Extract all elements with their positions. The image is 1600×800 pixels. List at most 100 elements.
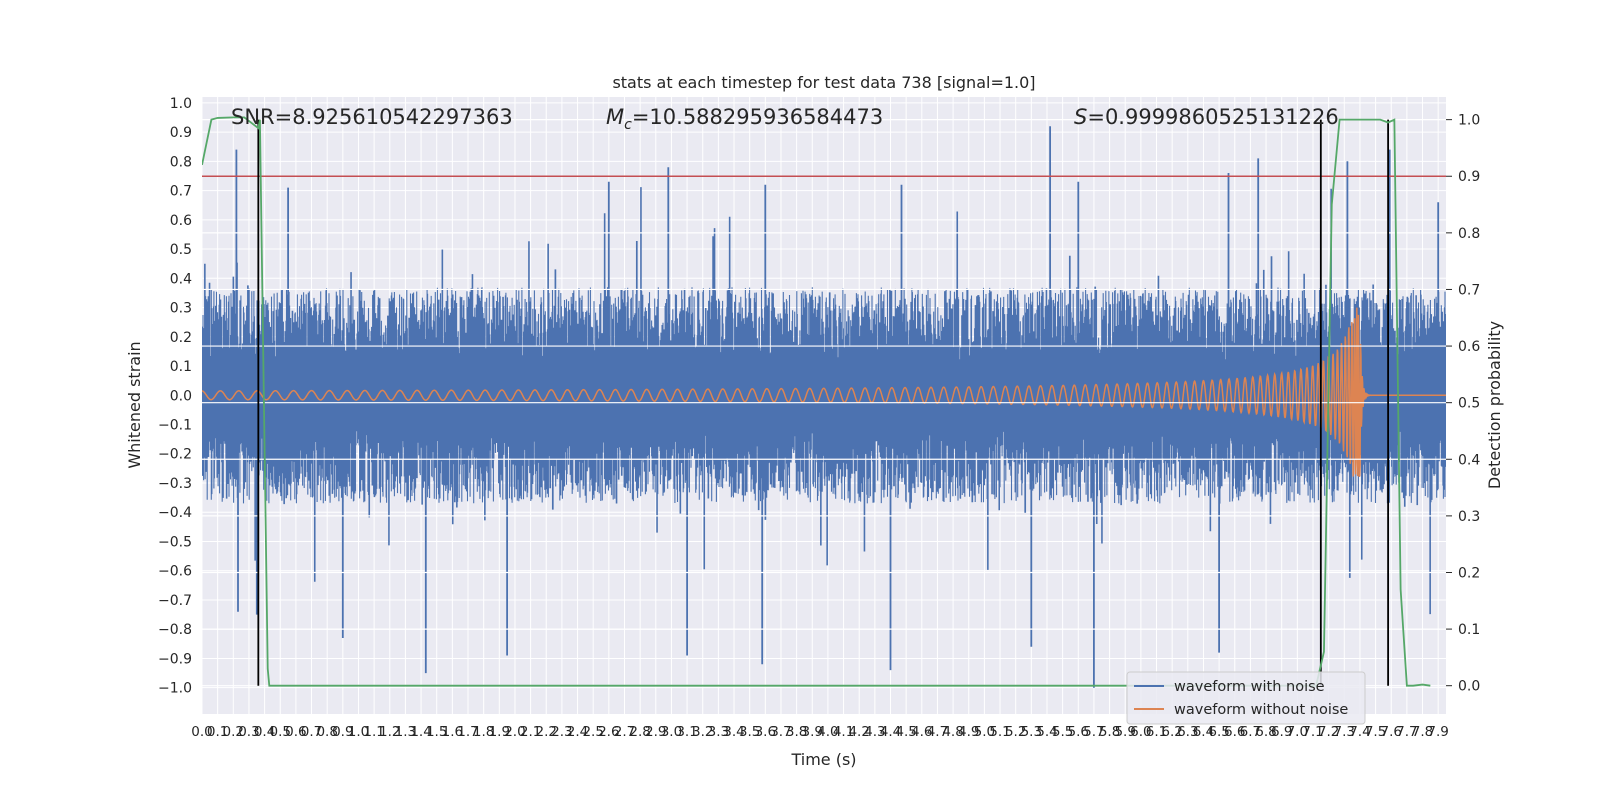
legend: waveform with noise waveform without noi… [1126, 671, 1366, 725]
y-tick-label: −0.2 [158, 447, 192, 463]
x-tick-label: 5.5 [1052, 724, 1073, 740]
vertical-marker-lines [257, 119, 1390, 686]
x-tick-label: 5.8 [1099, 724, 1120, 740]
x-tick-label: 2.7 [614, 724, 635, 740]
x-tick-label: 0.8 [316, 724, 337, 740]
x-tick-label: 3.8 [786, 724, 807, 740]
annotation-chirp-mass-subscript: c [624, 117, 632, 133]
annotation-chirp-mass-symbol: M [606, 105, 624, 129]
y-tick-label: 0.9 [170, 125, 192, 141]
x-tick-label: 2.9 [645, 724, 666, 740]
right-y-tick-label: 0.4 [1458, 452, 1480, 468]
x-tick-label: 7.7 [1396, 724, 1417, 740]
x-tick-label: 0.5 [269, 724, 290, 740]
x-tick-label: 2.8 [629, 724, 650, 740]
x-tick-label: 7.3 [1334, 724, 1355, 740]
x-tick-label: 1.4 [410, 724, 431, 740]
x-tick-label: 4.0 [817, 724, 838, 740]
y-tick-label: 0.4 [170, 271, 192, 287]
right-y-tick-label: 0.3 [1458, 509, 1480, 525]
y-axis-label: Whitened strain [125, 341, 144, 468]
x-tick-label: 0.3 [238, 724, 259, 740]
y-tick-label: −0.8 [158, 622, 192, 638]
y-tick-label: 0.7 [170, 184, 192, 200]
x-tick-label: 7.4 [1349, 724, 1370, 740]
y-tick-label: 0.8 [170, 154, 192, 170]
x-tick-label: 4.7 [927, 724, 948, 740]
x-tick-label: 0.2 [223, 724, 244, 740]
series-waveform-without-noise [202, 307, 1446, 478]
x-tick-label: 2.0 [504, 724, 525, 740]
x-tick-label: 4.5 [895, 724, 916, 740]
x-tick-label: 7.9 [1427, 724, 1448, 740]
x-tick-label: 3.6 [755, 724, 776, 740]
x-tick-label: 6.1 [1146, 724, 1167, 740]
x-tick-label: 1.5 [426, 724, 447, 740]
y-tick-label: −0.5 [158, 534, 192, 550]
x-tick-label: 4.4 [880, 724, 901, 740]
y-tick-label: −0.6 [158, 564, 192, 580]
legend-box [1126, 671, 1366, 725]
legend-label-clean: waveform without noise [1174, 702, 1348, 718]
x-tick-label: 3.7 [770, 724, 791, 740]
x-tick-label: 1.2 [379, 724, 400, 740]
x-tick-label: 6.9 [1271, 724, 1292, 740]
x-tick-label: 2.4 [567, 724, 588, 740]
right-y-tick-label: 0.7 [1458, 282, 1480, 298]
annotation-significance-symbol: S [1074, 105, 1087, 129]
x-tick-label: 1.3 [395, 724, 416, 740]
x-axis-label: Time (s) [790, 750, 856, 769]
right-y-tick-label: 1.0 [1458, 113, 1480, 129]
x-tick-label: 0.7 [301, 724, 322, 740]
x-tick-label: 7.5 [1365, 724, 1386, 740]
y-axis-label-right: Detection probability [1485, 321, 1504, 489]
y-tick-label: 0.6 [170, 213, 192, 229]
right-y-tick-label: 0.0 [1458, 679, 1480, 695]
x-tick-labels: 0.00.10.20.30.40.50.60.70.80.91.01.11.21… [191, 724, 1449, 740]
x-tick-label: 5.2 [1005, 724, 1026, 740]
x-tick-label: 7.2 [1318, 724, 1339, 740]
clean-trace [202, 307, 1446, 478]
x-tick-label: 5.4 [1036, 724, 1057, 740]
x-tick-label: 4.1 [833, 724, 854, 740]
y-tick-label: −0.1 [158, 418, 192, 434]
x-tick-label: 0.9 [332, 724, 353, 740]
x-tick-label: 0.6 [285, 724, 306, 740]
x-tick-label: 0.0 [191, 724, 212, 740]
right-y-tick-label: 0.5 [1458, 396, 1480, 412]
x-tick-label: 4.8 [942, 724, 963, 740]
x-tick-label: 5.7 [1083, 724, 1104, 740]
y-tick-label: −0.9 [158, 651, 192, 667]
x-tick-label: 5.3 [1021, 724, 1042, 740]
x-tick-label: 3.2 [692, 724, 713, 740]
x-tick-label: 6.8 [1255, 724, 1276, 740]
y-tick-label: −0.4 [158, 505, 192, 521]
x-tick-label: 2.1 [520, 724, 541, 740]
x-tick-label: 4.9 [958, 724, 979, 740]
x-tick-label: 6.4 [1193, 724, 1214, 740]
x-tick-label: 4.6 [911, 724, 932, 740]
x-tick-label: 6.7 [1240, 724, 1261, 740]
x-tick-label: 3.3 [708, 724, 729, 740]
y-tick-label: 0.5 [170, 242, 192, 258]
right-y-tick-label: 0.1 [1458, 622, 1480, 638]
x-tick-label: 2.6 [598, 724, 619, 740]
y-tick-label: 0.2 [170, 330, 192, 346]
annotation-snr: SNR=8.925610542297363 [231, 105, 513, 129]
x-tick-label: 1.9 [489, 724, 510, 740]
x-tick-label: 3.0 [661, 724, 682, 740]
x-tick-label: 2.3 [551, 724, 572, 740]
x-tick-label: 0.1 [207, 724, 228, 740]
right-y-tick-label: 0.9 [1458, 169, 1480, 185]
right-y-tick-label: 0.6 [1458, 339, 1480, 355]
x-tick-label: 4.2 [848, 724, 869, 740]
annotation-significance-value: =0.9999860525131226 [1087, 105, 1338, 129]
x-tick-label: 3.9 [802, 724, 823, 740]
y-tick-label: −0.7 [158, 593, 192, 609]
x-tick-label: 5.9 [1114, 724, 1135, 740]
x-tick-label: 2.2 [536, 724, 557, 740]
x-tick-label: 1.8 [473, 724, 494, 740]
x-tick-label: 7.1 [1302, 724, 1323, 740]
chart-title: stats at each timestep for test data 738… [612, 73, 1035, 92]
